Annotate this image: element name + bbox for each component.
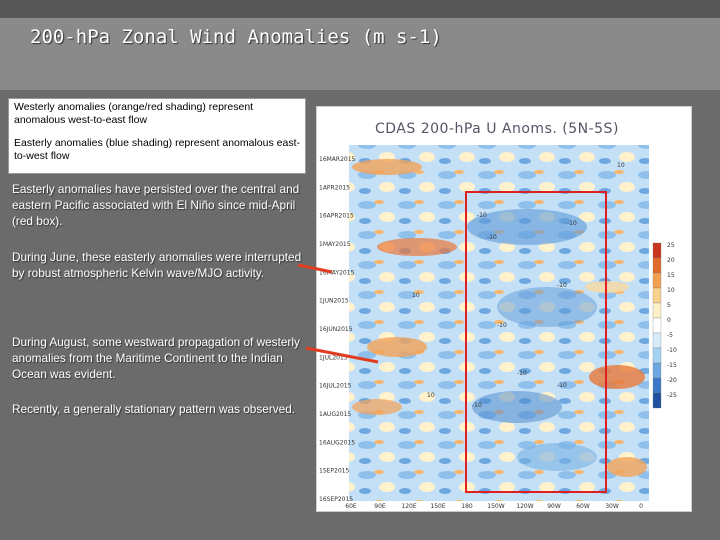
westerly-patches <box>352 159 647 477</box>
contour-label: -10 <box>472 402 482 409</box>
legend-box: Westerly anomalies (orange/red shading) … <box>8 98 306 174</box>
y-tick-label: 16MAR2015 <box>319 156 356 163</box>
colorbar-label: 5 <box>667 302 671 309</box>
contour-label: 10 <box>617 162 625 169</box>
legend-westerly: Westerly anomalies (orange/red shading) … <box>14 101 254 126</box>
x-tick-label: 90W <box>547 503 561 510</box>
colorbar-swatch <box>652 242 662 259</box>
x-tick-label: 180 <box>461 503 473 510</box>
title-bar <box>0 18 720 90</box>
plot-canvas: 16MAR2015 1APR2015 16APR2015 1MAY2015 16MAY2… <box>319 145 677 510</box>
y-tick-label: 16SEP2015 <box>319 496 353 503</box>
hovmoller-plot: CDAS 200-hPa U Anoms. (5N-5S) <box>316 106 692 512</box>
easterly-patches <box>467 209 597 471</box>
paragraph-recent: Recently, a generally stationary pattern… <box>12 402 296 416</box>
colorbar-swatch <box>652 362 662 379</box>
paragraph-easterly-persist: Easterly anomalies have persisted over t… <box>12 182 300 228</box>
contour-labels: 10 -10 -10 -10 -10 -10 -10 10 10 -10 -10 <box>412 162 625 409</box>
x-tick-label: 30W <box>605 503 619 510</box>
colorbar-label: 25 <box>667 242 675 249</box>
x-tick-label: 150E <box>430 503 445 510</box>
colorbar-swatch <box>652 317 662 334</box>
colorbar-swatch <box>652 332 662 349</box>
colorbar-label: 0 <box>667 317 671 324</box>
plot-area <box>349 145 649 501</box>
y-tick-label: 16APR2015 <box>319 213 354 220</box>
x-tick-label: 150W <box>487 503 504 510</box>
contour-label: -10 <box>557 382 567 389</box>
paragraph-june: During June, these easterly anomalies we… <box>12 250 302 280</box>
legend-easterly: Easterly anomalies (blue shading) repres… <box>14 137 300 162</box>
colorbar: 25 20 15 10 5 0 -5 -10 -15 -20 -25 <box>652 242 677 409</box>
colorbar-label: 15 <box>667 272 675 279</box>
colorbar-label: 10 <box>667 287 675 294</box>
x-tick-label: 120E <box>401 503 416 510</box>
plot-title: CDAS 200-hPa U Anoms. (5N-5S) <box>375 121 619 137</box>
y-tick-label: 16JUL2015 <box>319 383 352 390</box>
contour-label: -10 <box>497 322 507 329</box>
x-tick-label: 60E <box>345 503 357 510</box>
x-tick-label: 90E <box>374 503 386 510</box>
colorbar-swatch <box>652 287 662 304</box>
colorbar-swatch <box>652 272 662 289</box>
y-tick-label: 16MAY2015 <box>319 269 355 276</box>
colorbar-label: -15 <box>667 362 677 369</box>
colorbar-label: -5 <box>667 332 673 339</box>
y-tick-label: 1SEP2015 <box>319 468 349 475</box>
y-tick-label: 16AUG2015 <box>319 439 355 446</box>
contour-label: -10 <box>487 234 497 241</box>
top-band <box>0 0 720 18</box>
contour-label: -10 <box>477 212 487 219</box>
colorbar-label: -10 <box>667 347 677 354</box>
y-tick-label: 1JUN2015 <box>319 298 349 305</box>
x-tick-label: 120W <box>516 503 533 510</box>
x-tick-label: 60W <box>576 503 590 510</box>
colorbar-swatch <box>652 347 662 364</box>
y-tick-label: 1APR2015 <box>319 184 350 191</box>
colorbar-label: -25 <box>667 392 677 399</box>
contour-label: 10 <box>427 392 435 399</box>
contour-label: -10 <box>517 370 527 377</box>
colorbar-swatch <box>652 257 662 274</box>
contour-label: -10 <box>567 220 577 227</box>
x-tick-label: 0 <box>639 503 643 510</box>
y-tick-label: 1MAY2015 <box>319 241 351 248</box>
x-axis-ticks: 60E 90E 120E 150E 180 150W 120W 90W 60W 30W 0 <box>345 503 643 510</box>
colorbar-swatch <box>652 302 662 319</box>
contour-label: 10 <box>412 292 420 299</box>
y-tick-label: 1AUG2015 <box>319 411 351 418</box>
y-tick-label: 1JUL2015 <box>319 354 348 361</box>
colorbar-label: -20 <box>667 377 677 384</box>
contour-label: -10 <box>557 282 567 289</box>
colorbar-swatch <box>652 377 662 394</box>
y-tick-label: 16JUN2015 <box>319 326 353 333</box>
red-box <box>465 191 607 493</box>
colorbar-label: 20 <box>667 257 675 264</box>
paragraph-august: During August, some westward propagation… <box>12 335 300 381</box>
colorbar-swatch <box>652 392 662 409</box>
slide-title: 200-hPa Zonal Wind Anomalies (m s-1) <box>30 26 442 48</box>
